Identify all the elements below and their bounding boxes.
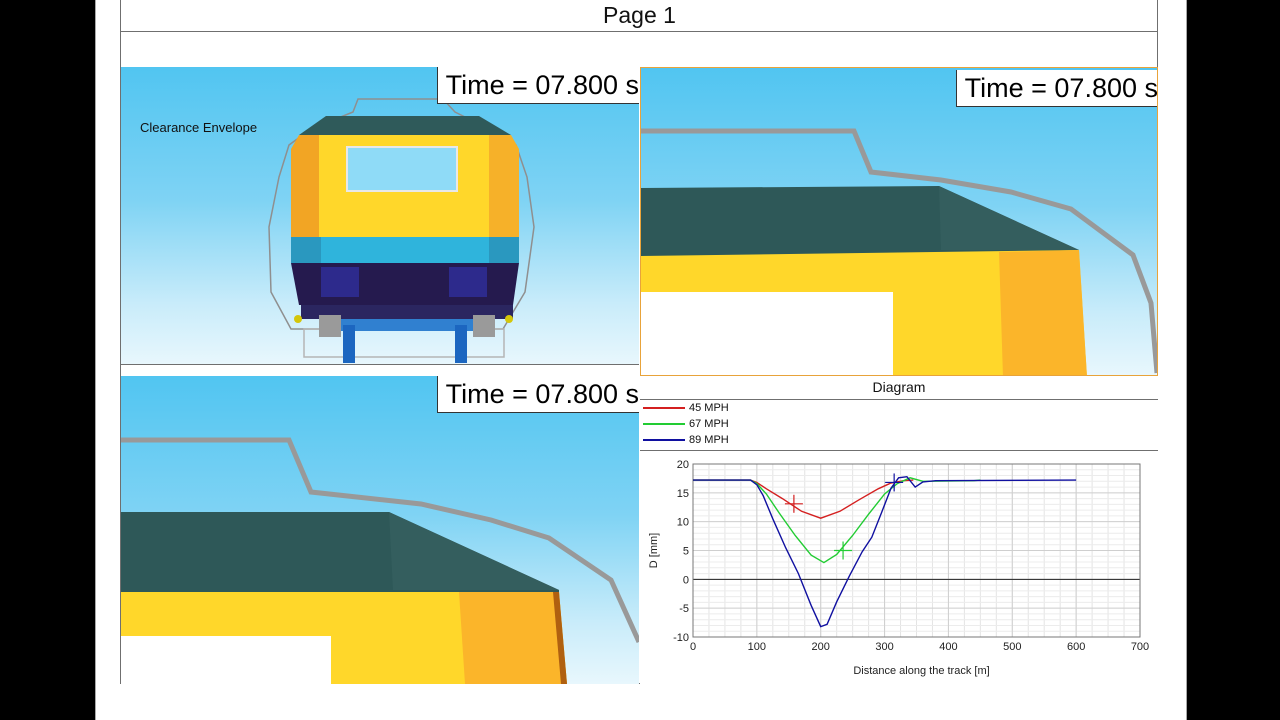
front-view-viewport[interactable]: Clearance Envelope Time = 07.800 s xyxy=(121,67,639,364)
clearance-envelope-outline xyxy=(121,437,639,644)
y-axis-label: D [mm] xyxy=(648,533,660,568)
diagram-legend: 45 MPH 67 MPH 89 MPH xyxy=(640,400,1158,451)
y-tick-label: 5 xyxy=(683,546,689,558)
chart-svg: 0 100 200 300 400 500 600 700 -10 -5 0 5 10 15 20 Dista… xyxy=(648,459,1149,677)
view-separator xyxy=(121,364,639,376)
legend-label: 45 MPH xyxy=(689,402,729,414)
x-tick-label: 500 xyxy=(1003,641,1021,653)
diagram-plot[interactable]: 0 100 200 300 400 500 600 700 -10 -5 0 5 10 15 20 Dista… xyxy=(640,451,1158,684)
x-axis-label: Distance along the track [m] xyxy=(853,665,989,677)
x-tick-label: 400 xyxy=(939,641,957,653)
legend-label: 67 MPH xyxy=(689,418,729,430)
window-opening xyxy=(641,292,893,375)
x-tick-label: 200 xyxy=(812,641,830,653)
roof-closeup-viewport-left[interactable]: Time = 07.800 s xyxy=(121,376,639,684)
x-tick-label: 300 xyxy=(875,641,893,653)
roof-closeup-scene-left xyxy=(121,437,639,684)
train-stripe xyxy=(291,237,519,263)
y-tick-label: 20 xyxy=(677,459,689,471)
y-tick-label: 10 xyxy=(677,517,689,529)
legend-swatch xyxy=(643,423,685,425)
train-roof xyxy=(299,116,511,135)
roof-closeup-scene-right xyxy=(641,128,1157,375)
legend-swatch xyxy=(643,407,685,409)
x-tick-label: 100 xyxy=(748,641,766,653)
series-line xyxy=(693,477,981,564)
y-tick-label: -5 xyxy=(679,603,689,615)
diagram-title: Diagram xyxy=(640,376,1158,400)
clearance-envelope-label: Clearance Envelope xyxy=(140,120,258,135)
page-edge-right xyxy=(1186,0,1187,720)
clearance-envelope-outline xyxy=(641,128,1157,374)
time-readout: Time = 07.800 s xyxy=(955,70,1157,107)
y-tick-label: -10 xyxy=(673,632,689,644)
roof-closeup-viewport-right[interactable]: Time = 07.800 s xyxy=(640,67,1158,376)
legend-swatch xyxy=(643,439,685,441)
time-readout: Time = 07.800 s xyxy=(436,67,639,104)
x-tick-label: 0 xyxy=(690,641,696,653)
y-tick-label: 0 xyxy=(683,574,689,586)
y-tick-label: 15 xyxy=(677,488,689,500)
page-title: Page 1 xyxy=(121,0,1158,32)
train-front-scene xyxy=(268,98,535,363)
x-tick-label: 600 xyxy=(1067,641,1085,653)
legend-label: 89 MPH xyxy=(689,434,729,446)
time-readout: Time = 07.800 s xyxy=(436,376,639,413)
plot-frame xyxy=(692,463,1141,638)
window-opening xyxy=(121,636,331,684)
series-line xyxy=(693,475,1077,628)
x-tick-label: 700 xyxy=(1131,641,1149,653)
page-edge-left xyxy=(95,0,96,720)
train-windscreen xyxy=(346,146,458,192)
